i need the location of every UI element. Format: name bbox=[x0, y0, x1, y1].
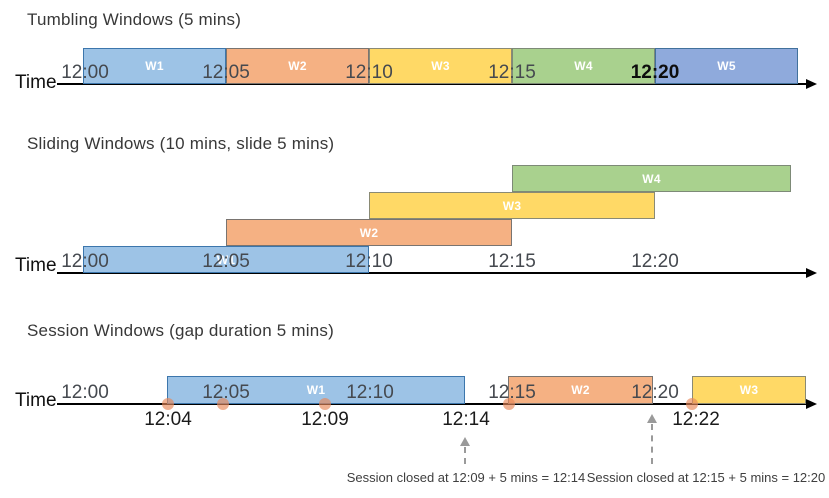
window-label: W1 bbox=[145, 59, 164, 73]
tumbling-window-w5: W5 bbox=[655, 48, 798, 84]
session-section-title: Session Windows (gap duration 5 mins) bbox=[27, 321, 334, 340]
window-label: W4 bbox=[574, 59, 593, 73]
sliding-tick-1205: 12:05 bbox=[202, 251, 250, 272]
session-tick-1200: 12:00 bbox=[61, 382, 109, 403]
session-time-axis-label: Time bbox=[15, 390, 57, 411]
tumbling-tick-1200: 12:00 bbox=[61, 62, 109, 83]
sliding-tick-1220: 12:20 bbox=[631, 251, 679, 272]
window-label: W3 bbox=[502, 198, 522, 213]
event-dot bbox=[162, 398, 174, 410]
sliding-window-w2: W2 bbox=[226, 219, 512, 246]
window-label: W2 bbox=[288, 59, 307, 73]
sliding-window-w1: W1 bbox=[83, 246, 369, 273]
sliding-axis-arrowhead-icon bbox=[806, 268, 817, 278]
sliding-tick-1200: 12:00 bbox=[61, 251, 109, 272]
dashed-arrow-stem bbox=[651, 424, 653, 464]
window-label: W2 bbox=[571, 383, 590, 397]
session-closed-annotation-2: Session closed at 12:15 + 5 mins = 12:20 bbox=[586, 470, 826, 485]
up-arrowhead-icon bbox=[460, 437, 470, 446]
sliding-time-axis-label: Time bbox=[15, 255, 57, 276]
event-dot bbox=[319, 398, 331, 410]
up-arrowhead-icon bbox=[647, 414, 657, 423]
window-label: W5 bbox=[717, 59, 736, 73]
tumbling-window-w2: W2 bbox=[226, 48, 369, 84]
sliding-tick-1215: 12:15 bbox=[488, 251, 536, 272]
tumbling-section-title: Tumbling Windows (5 mins) bbox=[27, 10, 242, 29]
tumbling-tick-1210: 12:10 bbox=[345, 62, 393, 83]
tumbling-tick-1205: 12:05 bbox=[202, 62, 250, 83]
window-label: W4 bbox=[642, 171, 661, 186]
tumbling-tick-1215: 12:15 bbox=[488, 62, 536, 83]
sliding-tick-1210: 12:10 bbox=[345, 251, 393, 272]
sliding-section-title: Sliding Windows (10 mins, slide 5 mins) bbox=[27, 134, 335, 153]
sliding-time-axis-line bbox=[57, 272, 807, 274]
tumbling-window-w3: W3 bbox=[369, 48, 512, 84]
window-label: W1 bbox=[216, 252, 236, 267]
session-time-axis-line bbox=[57, 403, 807, 405]
session-tick-1215: 12:15 bbox=[488, 382, 536, 403]
window-label: W1 bbox=[306, 383, 326, 397]
window-label: W3 bbox=[739, 383, 759, 397]
window-label: W3 bbox=[431, 59, 450, 73]
tumbling-time-axis-label: Time bbox=[15, 72, 57, 93]
session-event-label-1209: 12:09 bbox=[301, 409, 349, 430]
tumbling-window-w1: W1 bbox=[83, 48, 226, 84]
session-window-w1: W1 bbox=[167, 376, 465, 404]
session-window-w3: W3 bbox=[692, 376, 806, 404]
session-closed-annotation-1: Session closed at 12:09 + 5 mins = 12:14 bbox=[346, 470, 586, 485]
event-dot bbox=[217, 398, 229, 410]
session-tick-1205: 12:05 bbox=[202, 382, 250, 403]
session-tick-1210: 12:10 bbox=[346, 382, 394, 403]
tumbling-window-w4: W4 bbox=[512, 48, 655, 84]
session-axis-arrowhead-icon bbox=[806, 399, 817, 409]
sliding-window-w4: W4 bbox=[512, 165, 791, 192]
dashed-arrow-stem bbox=[464, 447, 466, 464]
session-event-label-1222: 12:22 bbox=[672, 409, 720, 430]
sliding-window-w3: W3 bbox=[369, 192, 655, 219]
event-dot bbox=[503, 398, 515, 410]
session-event-label-1204: 12:04 bbox=[144, 409, 192, 430]
tumbling-time-axis-line bbox=[57, 83, 807, 85]
session-event-label-1214: 12:14 bbox=[442, 409, 490, 430]
tumbling-axis-arrowhead-icon bbox=[806, 79, 817, 89]
session-window-w2: W2 bbox=[508, 376, 653, 404]
window-label: W2 bbox=[359, 225, 379, 240]
tumbling-tick-1220: 12:20 bbox=[630, 62, 680, 83]
event-dot bbox=[686, 398, 698, 410]
session-tick-1220: 12:20 bbox=[631, 382, 679, 403]
